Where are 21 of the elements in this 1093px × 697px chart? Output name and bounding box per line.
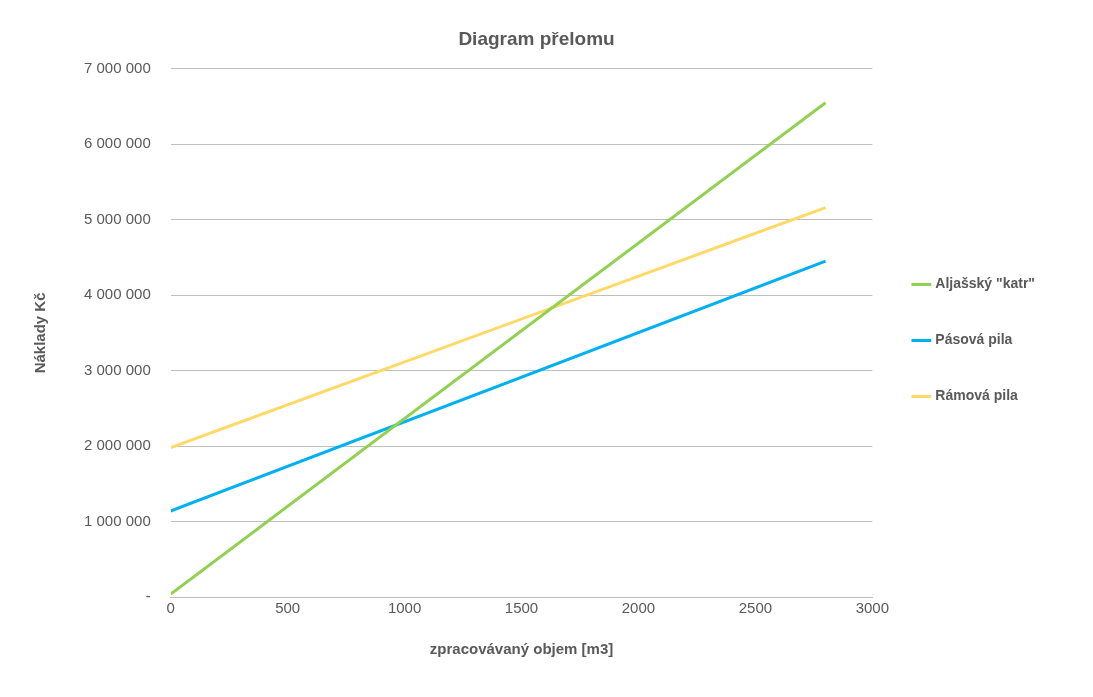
x-tick-label: 2500 (738, 599, 773, 617)
y-tick-label: 2 000 000 (84, 436, 151, 454)
y-tick-label: - (145, 587, 151, 605)
x-tick-label: 1500 (504, 599, 539, 617)
y-tick-label: 6 000 000 (84, 134, 151, 152)
legend-label: Rámová pila (935, 387, 1019, 404)
x-axis-title: zpracovávaný objem [m3] (429, 640, 614, 658)
x-tick-label: 3000 (855, 599, 890, 617)
y-tick-label: 5 000 000 (84, 209, 151, 227)
y-tick-label: 1 000 000 (84, 511, 151, 529)
chart-title: Diagram přelomu (458, 27, 615, 49)
x-tick-label: 0 (166, 599, 175, 617)
y-tick-label: 3 000 000 (84, 360, 151, 378)
legend-label: Pásová pila (935, 331, 1013, 348)
x-tick-label: 2000 (621, 599, 656, 617)
x-tick-label: 1000 (387, 599, 422, 617)
y-tick-label: 4 000 000 (84, 285, 151, 303)
legend-label: Aljašský "katr" (935, 275, 1035, 292)
y-axis-title: Náklady Kč (31, 292, 49, 374)
x-tick-label: 500 (275, 599, 301, 617)
y-tick-label: 7 000 000 (84, 58, 151, 76)
